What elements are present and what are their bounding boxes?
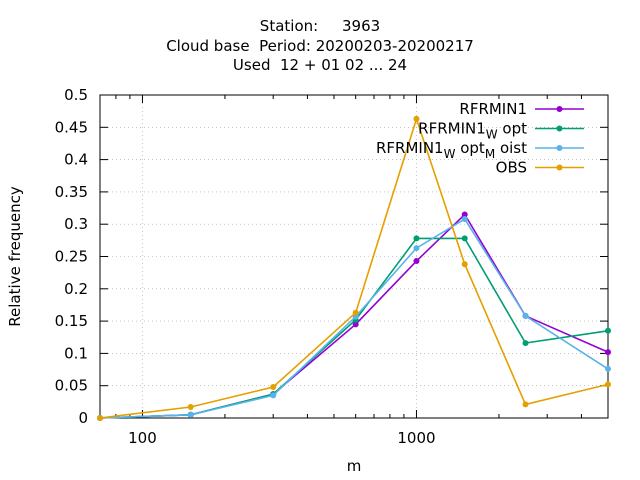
y-tick-label: 0 bbox=[78, 409, 88, 427]
legend-item: RFRMIN1W opt bbox=[418, 120, 584, 142]
legend-label: RFRMIN1W optM oist bbox=[376, 139, 527, 161]
legend-label: RFRMIN1W opt bbox=[418, 120, 527, 142]
legend-marker bbox=[556, 106, 563, 112]
series-line bbox=[99, 116, 609, 419]
data-point bbox=[270, 392, 277, 399]
x-tick-label: 100 bbox=[128, 429, 157, 447]
data-point bbox=[461, 211, 468, 218]
series-line bbox=[99, 217, 609, 419]
axis-ticks: 0 0.05 0.1 0.15 0.2 0.25 0.3 0.35 0.4 0.45 0.5 100 1… bbox=[55, 86, 609, 447]
data-point bbox=[352, 309, 359, 316]
y-tick-label: 0.5 bbox=[64, 86, 88, 104]
data-point bbox=[605, 349, 611, 356]
legend-label: OBS bbox=[496, 159, 527, 177]
y-tick-label: 0.1 bbox=[64, 344, 88, 362]
series-group bbox=[97, 115, 611, 421]
chart-title-line-2: Cloud base Period: 20200203-20200217 bbox=[166, 37, 474, 55]
y-tick-label: 0.2 bbox=[64, 280, 88, 298]
plot-frame bbox=[99, 94, 609, 419]
legend-item: RFRMIN1 bbox=[459, 100, 584, 118]
data-point bbox=[413, 245, 420, 252]
data-point bbox=[97, 415, 103, 421]
legend-item: OBS bbox=[496, 159, 584, 177]
data-point bbox=[270, 383, 277, 390]
data-point bbox=[352, 321, 359, 328]
series-4 bbox=[97, 115, 611, 421]
legend-label: RFRMIN1 bbox=[459, 100, 527, 118]
data-point bbox=[522, 312, 529, 319]
data-point bbox=[413, 235, 420, 242]
data-point bbox=[522, 401, 529, 408]
data-point bbox=[461, 235, 468, 242]
data-point bbox=[605, 381, 611, 388]
y-tick-label: 0.4 bbox=[64, 151, 88, 169]
data-point bbox=[605, 365, 611, 372]
grid bbox=[100, 95, 608, 418]
data-point bbox=[187, 404, 194, 411]
series-line bbox=[99, 237, 609, 419]
y-tick-label: 0.3 bbox=[64, 215, 88, 233]
x-axis-label: m bbox=[347, 457, 362, 475]
x-tick-label: 1000 bbox=[397, 429, 435, 447]
legend-marker bbox=[556, 145, 563, 151]
y-axis-label: Relative frequency bbox=[6, 186, 24, 327]
series-2 bbox=[97, 235, 611, 421]
chart-title-line-3: Used 12 + 01 02 ... 24 bbox=[232, 56, 408, 74]
data-point bbox=[413, 115, 420, 122]
chart-title-line-1: Station: 3963 bbox=[259, 17, 381, 35]
data-point bbox=[187, 411, 194, 418]
data-point bbox=[461, 216, 468, 223]
data-point bbox=[413, 258, 420, 265]
data-point bbox=[461, 261, 468, 268]
y-tick-label: 0.25 bbox=[55, 248, 88, 266]
legend-marker bbox=[556, 125, 563, 132]
y-tick-label: 0.05 bbox=[55, 377, 88, 395]
y-tick-label: 0.45 bbox=[55, 118, 88, 136]
data-point bbox=[605, 327, 611, 334]
data-point bbox=[522, 340, 529, 347]
legend-item: RFRMIN1W optM oist bbox=[376, 139, 584, 161]
series-3 bbox=[97, 216, 611, 421]
legend-marker bbox=[556, 164, 563, 171]
y-tick-label: 0.15 bbox=[55, 312, 88, 330]
y-tick-label: 0.35 bbox=[55, 183, 88, 201]
